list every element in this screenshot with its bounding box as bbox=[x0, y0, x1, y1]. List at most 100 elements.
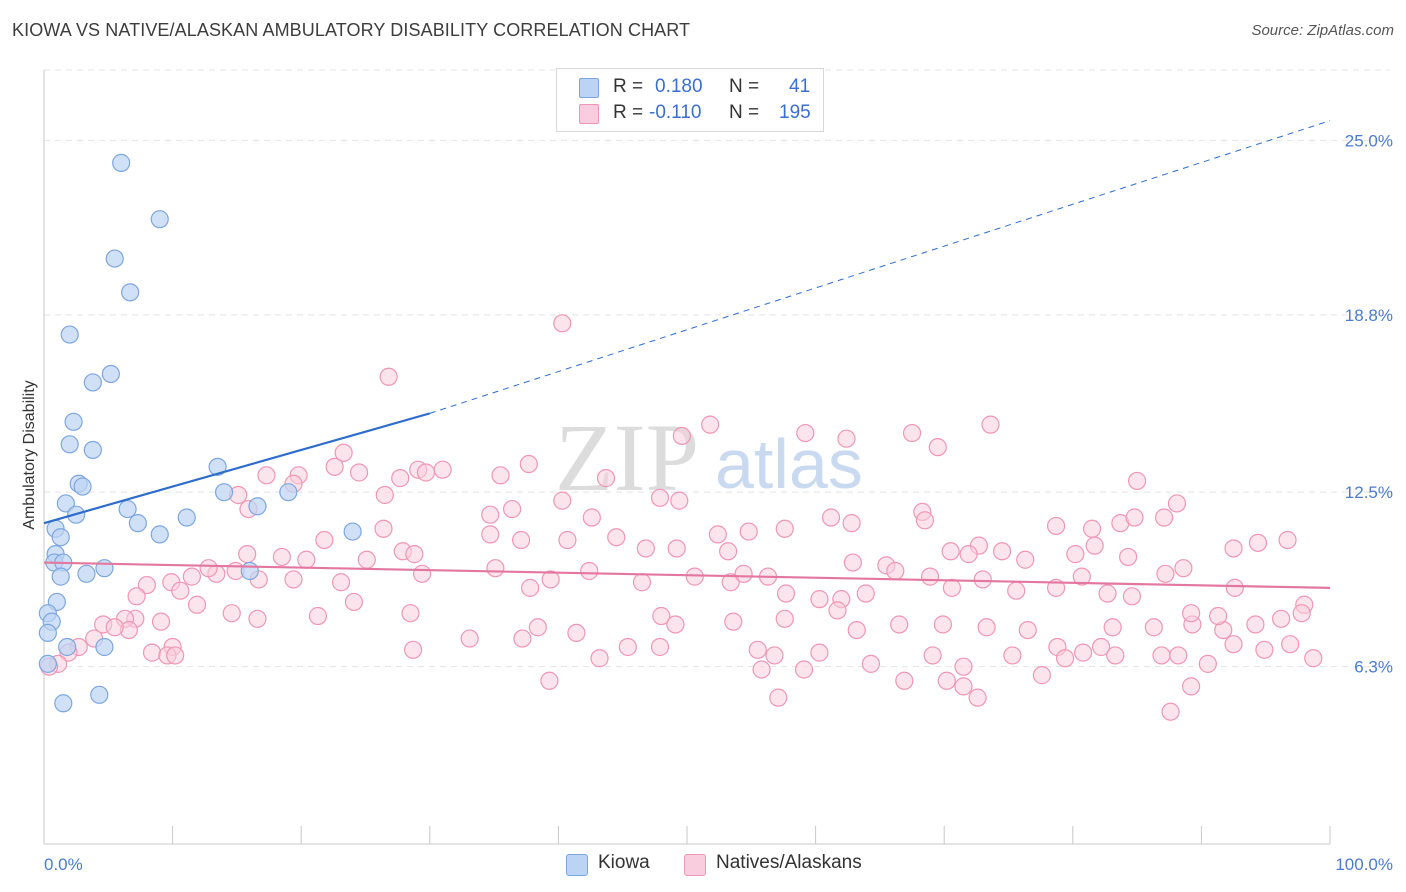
kiowa-point bbox=[58, 637, 77, 657]
native-point bbox=[375, 485, 394, 505]
x-tick-label: 0.0% bbox=[44, 855, 83, 874]
native-point bbox=[959, 545, 978, 564]
native-point bbox=[519, 454, 538, 474]
native-point bbox=[1156, 564, 1175, 583]
native-point bbox=[666, 615, 685, 634]
kiowa-point bbox=[112, 153, 131, 172]
kiowa-trend-line bbox=[43, 412, 431, 525]
native-point bbox=[954, 677, 973, 696]
native-point bbox=[486, 559, 505, 578]
native-point bbox=[357, 550, 376, 569]
native-point bbox=[1167, 494, 1187, 513]
native-point bbox=[667, 539, 686, 558]
kiowa-point bbox=[38, 623, 57, 643]
native-point bbox=[902, 423, 922, 443]
native-point bbox=[1278, 530, 1297, 550]
native-point bbox=[1072, 567, 1091, 586]
native-point bbox=[1125, 508, 1144, 527]
native-point bbox=[937, 671, 956, 690]
kiowa-swatch bbox=[579, 78, 599, 98]
native-point bbox=[1272, 609, 1291, 628]
native-point bbox=[481, 505, 500, 524]
native-point bbox=[1155, 508, 1174, 527]
n-value: 41 bbox=[789, 76, 811, 97]
native-point bbox=[1144, 618, 1163, 637]
native-point bbox=[796, 423, 815, 443]
native-point bbox=[724, 612, 743, 631]
kiowa-point bbox=[38, 654, 57, 673]
series-natives-alaskans bbox=[40, 314, 1323, 721]
kiowa-point bbox=[64, 412, 83, 431]
native-point bbox=[521, 578, 540, 597]
native-point bbox=[582, 508, 601, 527]
native-point bbox=[973, 570, 992, 589]
native-point bbox=[1152, 646, 1171, 665]
native-point bbox=[708, 525, 727, 544]
kiowa-point bbox=[343, 522, 362, 541]
native-point bbox=[222, 604, 241, 623]
native-point bbox=[558, 530, 577, 550]
native-point bbox=[861, 654, 880, 673]
native-point bbox=[701, 415, 720, 434]
native-trend-line bbox=[43, 561, 1331, 589]
native-point bbox=[308, 606, 328, 626]
native-point bbox=[843, 553, 862, 572]
native-point bbox=[1224, 635, 1243, 654]
kiowa-trend-extension bbox=[429, 120, 1331, 414]
native-point bbox=[391, 469, 410, 488]
native-point bbox=[182, 567, 201, 586]
native-point bbox=[942, 578, 962, 597]
legend-label-kiowa: Kiowa bbox=[598, 852, 650, 873]
native-point bbox=[405, 545, 424, 564]
n-label: N = bbox=[729, 76, 760, 97]
native-point bbox=[513, 629, 532, 648]
native-point bbox=[1018, 620, 1037, 640]
r-label: R = bbox=[613, 76, 644, 97]
native-point bbox=[187, 595, 207, 614]
native-point bbox=[1182, 604, 1201, 623]
native-point bbox=[127, 587, 146, 606]
native-point bbox=[580, 561, 599, 581]
kiowa-point bbox=[77, 564, 96, 583]
native-point bbox=[1082, 519, 1102, 538]
native-point bbox=[142, 643, 162, 662]
series-kiowa bbox=[38, 153, 362, 713]
native-point bbox=[1281, 635, 1300, 654]
kiowa-point bbox=[214, 483, 234, 502]
native-point bbox=[954, 657, 973, 676]
native-point bbox=[1209, 606, 1228, 626]
native-point bbox=[1169, 646, 1188, 665]
native-point bbox=[297, 550, 316, 569]
kiowa-point bbox=[208, 457, 227, 476]
native-point bbox=[1032, 666, 1052, 685]
native-point bbox=[331, 573, 351, 592]
kiowa-point bbox=[73, 477, 92, 496]
kiowa-point bbox=[51, 528, 70, 547]
native-point bbox=[238, 545, 257, 564]
native-point bbox=[416, 463, 436, 482]
native-point bbox=[1182, 677, 1201, 696]
native-point bbox=[481, 525, 500, 544]
kiowa-legend-swatch bbox=[566, 854, 588, 876]
kiowa-point bbox=[54, 694, 73, 713]
native-point bbox=[1106, 646, 1125, 665]
kiowa-point bbox=[95, 559, 114, 578]
native-point bbox=[374, 519, 393, 538]
native-point bbox=[491, 466, 510, 485]
native-point bbox=[1055, 649, 1075, 668]
native-point bbox=[1118, 547, 1138, 567]
native-point bbox=[590, 649, 609, 668]
native-point bbox=[1246, 615, 1265, 634]
native-point bbox=[928, 438, 947, 457]
native-point bbox=[553, 314, 572, 333]
native-point bbox=[672, 426, 691, 445]
native-point bbox=[540, 671, 559, 690]
native-point bbox=[1292, 604, 1311, 623]
native-point bbox=[1161, 702, 1180, 721]
tick-labels: 25.0% 18.8% 12.5% 6.3% 0.0% 100.0% bbox=[44, 131, 1393, 874]
native-point bbox=[636, 539, 655, 558]
native-point bbox=[460, 629, 479, 648]
native-point bbox=[890, 615, 909, 634]
native-point bbox=[752, 660, 771, 679]
kiowa-point bbox=[150, 210, 169, 229]
